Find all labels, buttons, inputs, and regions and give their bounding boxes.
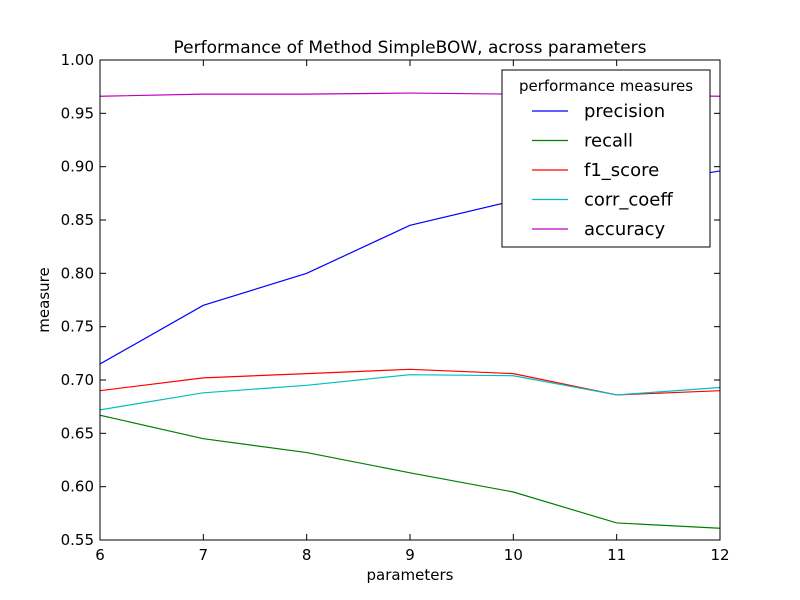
x-tick-label: 11 [607, 546, 626, 564]
y-tick-label: 0.95 [61, 104, 94, 122]
y-tick-label: 0.55 [61, 531, 94, 549]
legend-label-recall: recall [584, 131, 633, 152]
y-tick-label: 0.85 [61, 211, 94, 229]
x-tick-label: 9 [405, 546, 415, 564]
chart-title: Performance of Method SimpleBOW, across … [174, 38, 647, 58]
legend-label-f1_score: f1_score [584, 160, 659, 181]
y-axis-label: measure [35, 267, 53, 332]
legend: performance measures precision recall f1_sc… [501, 69, 711, 248]
y-tick-label: 0.70 [61, 371, 94, 389]
x-tick-label: 12 [710, 546, 729, 564]
legend-label-accuracy: accuracy [584, 219, 666, 240]
legend-label-precision: precision [584, 101, 665, 122]
y-tick-label: 0.65 [61, 424, 94, 442]
x-tick-label: 8 [302, 546, 312, 564]
x-axis-label: parameters [366, 566, 453, 584]
y-tick-label: 0.90 [61, 158, 94, 176]
x-tick-label: 7 [199, 546, 209, 564]
legend-title: performance measures [519, 77, 693, 95]
y-tick-label: 1.00 [61, 51, 94, 69]
x-tick-label: 6 [95, 546, 105, 564]
x-tick-label: 10 [504, 546, 523, 564]
tick-layer: 6 7 8 9 10 11 12 0.55 0.60 0.65 0.70 0.75 0.80 0.85 0.… [61, 51, 730, 564]
y-tick-label: 0.80 [61, 264, 94, 282]
legend-box [501, 69, 711, 248]
y-tick-label: 0.60 [61, 478, 94, 496]
y-tick-label: 0.75 [61, 318, 94, 336]
legend-label-corr_coeff: corr_coeff [584, 190, 673, 211]
